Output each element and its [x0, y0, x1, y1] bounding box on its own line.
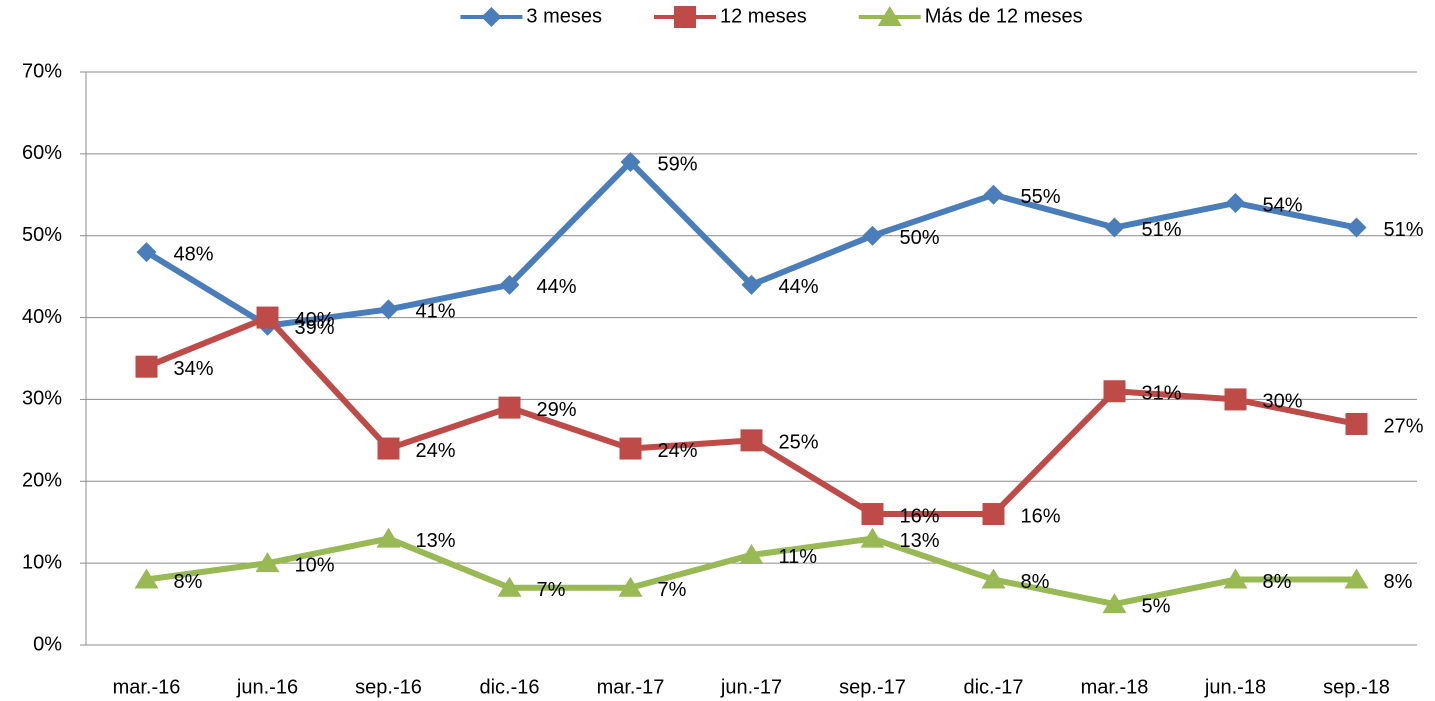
- y-tick-label: 70%: [22, 60, 62, 82]
- data-label: 50%: [900, 227, 940, 249]
- data-label: 40%: [295, 309, 335, 331]
- y-tick-label: 10%: [22, 551, 62, 573]
- data-point: [1345, 412, 1368, 435]
- data-label: 8%: [174, 571, 203, 593]
- data-label: 13%: [900, 530, 940, 552]
- data-label: 34%: [174, 358, 214, 380]
- legend-marker: [877, 6, 902, 26]
- data-point: [862, 225, 883, 246]
- data-label: 16%: [1021, 505, 1061, 527]
- data-label: 59%: [658, 153, 698, 175]
- data-point: [1103, 380, 1126, 403]
- data-point: [1346, 217, 1367, 238]
- data-label: 11%: [779, 546, 818, 568]
- data-point: [378, 299, 399, 320]
- data-label: 8%: [1384, 571, 1413, 593]
- legend: 3 meses 12 meses Más de 12 meses: [460, 5, 1083, 28]
- data-label: 51%: [1384, 219, 1424, 241]
- legend-label: 3 meses: [526, 5, 602, 27]
- x-tick-label: jun.-16: [236, 676, 298, 698]
- x-tick-label: sep.-16: [355, 676, 422, 698]
- data-point: [377, 437, 400, 460]
- data-point: [618, 576, 643, 597]
- x-tick-label: sep.-17: [839, 676, 906, 698]
- data-point: [1225, 192, 1246, 213]
- x-tick-label: mar.-16: [113, 676, 181, 698]
- data-label: 29%: [537, 399, 577, 421]
- y-tick-label: 60%: [22, 142, 62, 164]
- y-tick-label: 40%: [22, 306, 62, 328]
- series-line: [144, 159, 1358, 329]
- x-tick-label: mar.-18: [1081, 676, 1149, 698]
- x-tick-label: dic.-16: [479, 676, 539, 698]
- data-point: [498, 396, 521, 419]
- data-label: 41%: [416, 301, 456, 323]
- legend-label: Más de 12 meses: [925, 5, 1083, 27]
- data-label: 44%: [537, 276, 577, 298]
- data-point: [983, 184, 1004, 205]
- data-label: 10%: [295, 554, 335, 576]
- data-label: 7%: [537, 579, 566, 601]
- data-point: [134, 568, 159, 589]
- data-point: [620, 152, 641, 173]
- data-label: 44%: [779, 276, 819, 298]
- data-label: 25%: [779, 432, 819, 454]
- x-tick-label: jun.-17: [720, 676, 782, 698]
- data-point: [861, 503, 884, 526]
- data-label: 16%: [900, 505, 940, 527]
- y-tick-label: 0%: [33, 633, 62, 655]
- data-point: [982, 503, 1005, 526]
- data-point: [136, 242, 157, 263]
- data-point: [981, 568, 1006, 589]
- legend-marker: [481, 7, 502, 27]
- data-label: 31%: [1142, 383, 1182, 405]
- data-point: [619, 437, 642, 460]
- x-tick-label: mar.-17: [597, 676, 665, 698]
- data-label: 27%: [1384, 415, 1424, 437]
- series-line: [145, 314, 1358, 518]
- data-point: [499, 274, 520, 295]
- data-label: 5%: [1142, 595, 1171, 617]
- data-label: 48%: [174, 243, 214, 265]
- data-point: [740, 429, 763, 452]
- data-point: [1224, 388, 1247, 411]
- y-tick-label: 50%: [22, 224, 62, 246]
- y-tick-label: 20%: [22, 470, 62, 492]
- data-point: [741, 274, 762, 295]
- data-label: 54%: [1263, 194, 1303, 216]
- data-label: 8%: [1021, 571, 1050, 593]
- data-point: [256, 306, 279, 329]
- data-label: 51%: [1142, 219, 1182, 241]
- data-label: 8%: [1263, 571, 1292, 593]
- data-label: 30%: [1263, 391, 1303, 413]
- legend-label: 12 meses: [720, 5, 807, 27]
- data-label: 24%: [658, 440, 698, 462]
- data-point: [135, 355, 158, 378]
- data-point: [860, 527, 885, 548]
- data-point: [376, 527, 401, 548]
- data-point: [1104, 217, 1125, 238]
- x-tick-label: sep.-18: [1323, 676, 1390, 698]
- data-label: 7%: [658, 579, 687, 601]
- data-point: [739, 543, 764, 564]
- data-point: [1344, 568, 1369, 589]
- legend-marker: [674, 6, 697, 28]
- data-label: 24%: [416, 440, 456, 462]
- y-tick-label: 30%: [22, 388, 62, 410]
- data-point: [497, 576, 522, 597]
- x-tick-label: dic.-17: [963, 676, 1023, 698]
- data-label: 55%: [1021, 186, 1061, 208]
- data-point: [1223, 568, 1248, 589]
- data-point: [1102, 593, 1127, 614]
- data-label: 13%: [416, 530, 456, 552]
- data-point: [255, 552, 280, 573]
- data-label: 39%: [295, 317, 335, 339]
- x-tick-label: jun.-18: [1204, 676, 1266, 698]
